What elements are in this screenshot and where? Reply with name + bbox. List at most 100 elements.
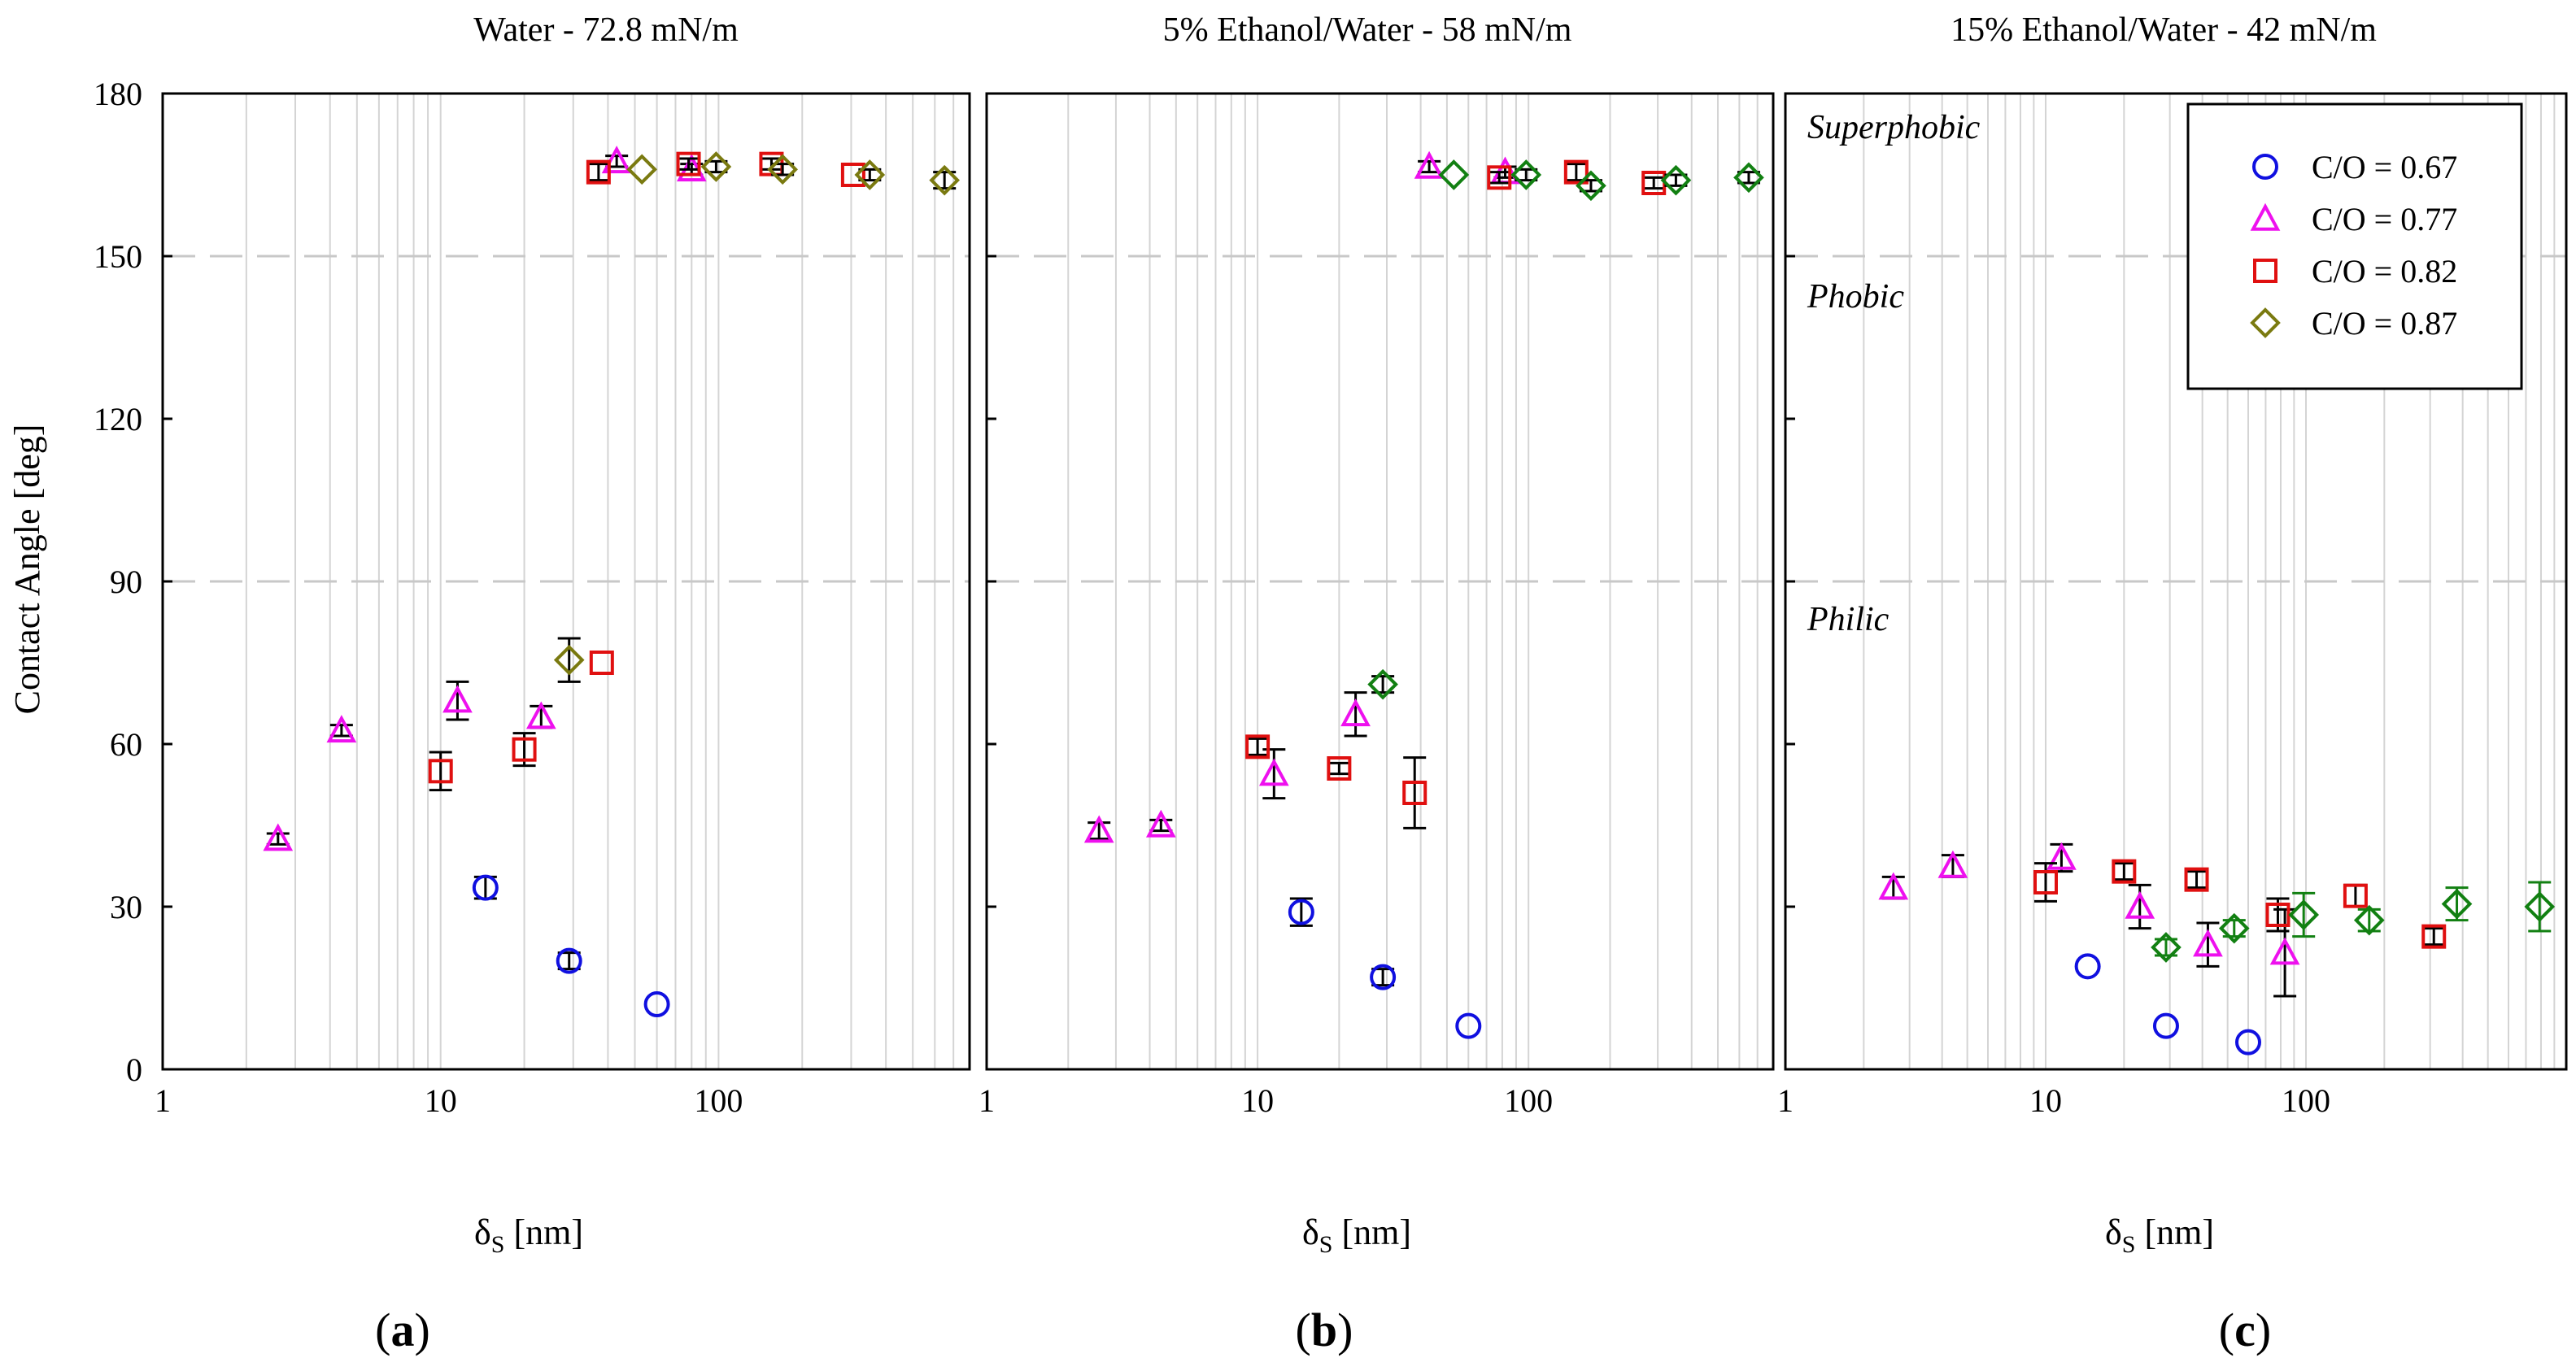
data-point: [556, 947, 582, 974]
error-bar: [1488, 171, 1511, 185]
data-point: [1258, 758, 1289, 786]
x-tick-label: 10: [425, 1082, 457, 1119]
data-point: [2269, 937, 2300, 965]
data-point: [1145, 809, 1176, 838]
data-point: [929, 164, 961, 196]
data-point: [1327, 756, 1352, 781]
error-bar: [2343, 883, 2367, 908]
legend-marker: [2250, 202, 2281, 231]
panel-a-title: Water - 72.8 mN/m: [473, 11, 739, 49]
x-axis-label-c: δS [nm]: [2105, 1212, 2214, 1258]
y-tick-label: 120: [94, 401, 142, 437]
data-point: [840, 163, 865, 187]
error-bar: [2357, 907, 2381, 933]
error-bar: [677, 157, 700, 171]
data-point: [2218, 912, 2250, 944]
y-axis-label: Contact Angle [deg]: [7, 424, 47, 715]
x-tick-label: 1: [1777, 1082, 1794, 1119]
data-point: [2353, 904, 2385, 936]
data-point: [512, 737, 537, 762]
series-square: [2033, 859, 2447, 949]
error-bar: [586, 163, 610, 182]
x-tick-label: 100: [2282, 1082, 2330, 1119]
error-bar: [2112, 862, 2136, 881]
error-bar: [1262, 748, 1286, 800]
data-point: [1288, 899, 1314, 925]
x-axis-label-a: δS [nm]: [474, 1212, 583, 1258]
data-point: [586, 159, 611, 185]
error-bar: [1418, 159, 1441, 174]
plot-area-b: 1 10 100: [979, 92, 1775, 1119]
data-point: [472, 874, 499, 901]
x-tick-label: 10: [2029, 1082, 2062, 1119]
data-point: [1367, 668, 1398, 700]
data-point: [626, 154, 658, 185]
data-point: [326, 715, 357, 743]
x-tick-label: 10: [1241, 1082, 1274, 1119]
data-point: [2235, 1029, 2262, 1055]
legend: C/O = 0.67 C/O = 0.77 C/O = 0.82 C/O = 0.87: [2186, 102, 2523, 390]
error-bar: [2034, 862, 2057, 903]
legend-entry: C/O = 0.67: [2252, 149, 2457, 185]
data-point: [2125, 890, 2155, 919]
data-point: [2421, 924, 2447, 949]
error-bar: [1327, 761, 1351, 776]
panel-b-title: 5% Ethanol/Water - 58 mN/m: [1163, 11, 1572, 49]
series-circle: [1288, 897, 1482, 1039]
data-point: [676, 151, 701, 176]
data-point: [2074, 953, 2101, 980]
data-point: [2033, 870, 2058, 894]
series-diamond: [553, 151, 961, 683]
data-point: [1340, 699, 1371, 727]
x-axis-label-sub: S: [491, 1231, 505, 1258]
error-bar: [266, 832, 290, 846]
data-point: [1438, 159, 1470, 190]
error-bar: [2222, 919, 2246, 938]
legend-marker: [2252, 154, 2278, 180]
data-point: [700, 151, 732, 182]
data-point: [2441, 888, 2473, 920]
legend-label: C/O = 0.77: [2312, 201, 2457, 237]
plot-area-c: 1 10 100: [1777, 92, 2568, 1119]
series-triangle: [1878, 842, 2300, 998]
plot-area-a: 1 10 100: [155, 92, 971, 1119]
x-axis-label-unit: [nm]: [504, 1212, 583, 1252]
data-point: [1402, 781, 1427, 805]
region-label-superphobic: Superphobic: [1807, 109, 1981, 146]
data-point: [525, 701, 556, 729]
series-triangle: [263, 146, 707, 851]
error-bar: [1642, 176, 1666, 190]
data-point: [1455, 1012, 1482, 1039]
data-point: [1370, 964, 1397, 990]
y-tick-label: 60: [110, 726, 142, 763]
data-point: [2343, 883, 2368, 908]
series-square: [428, 151, 865, 792]
data-point: [1083, 815, 1114, 843]
series-triangle: [1083, 150, 1520, 843]
panel-a-label: (a): [375, 1304, 430, 1356]
data-point: [2112, 859, 2137, 884]
legend-marker: [2250, 307, 2281, 338]
data-point: [1510, 159, 1542, 190]
legend-entry: C/O = 0.77: [2250, 201, 2457, 237]
data-point: [263, 823, 294, 851]
data-point: [442, 685, 473, 713]
data-point: [1576, 170, 1606, 202]
y-tick-label: 0: [126, 1051, 142, 1088]
legend-label: C/O = 0.82: [2312, 253, 2457, 289]
x-axis-label-delta: δ: [474, 1212, 491, 1252]
data-point: [2152, 1012, 2179, 1039]
data-point: [2288, 899, 2320, 930]
y-tick-label: 150: [94, 238, 142, 275]
error-bar: [1371, 675, 1395, 694]
y-tick-labels: 0 30 60 90 120 150 180: [94, 76, 142, 1088]
data-point: [1733, 162, 1764, 194]
legend-entry: C/O = 0.82: [2253, 253, 2457, 289]
series-square: [1245, 159, 1667, 829]
error-bar: [329, 724, 353, 738]
error-bar: [2528, 881, 2552, 933]
data-point: [1563, 159, 1589, 185]
data-point: [854, 159, 886, 190]
error-bar: [2185, 870, 2208, 890]
